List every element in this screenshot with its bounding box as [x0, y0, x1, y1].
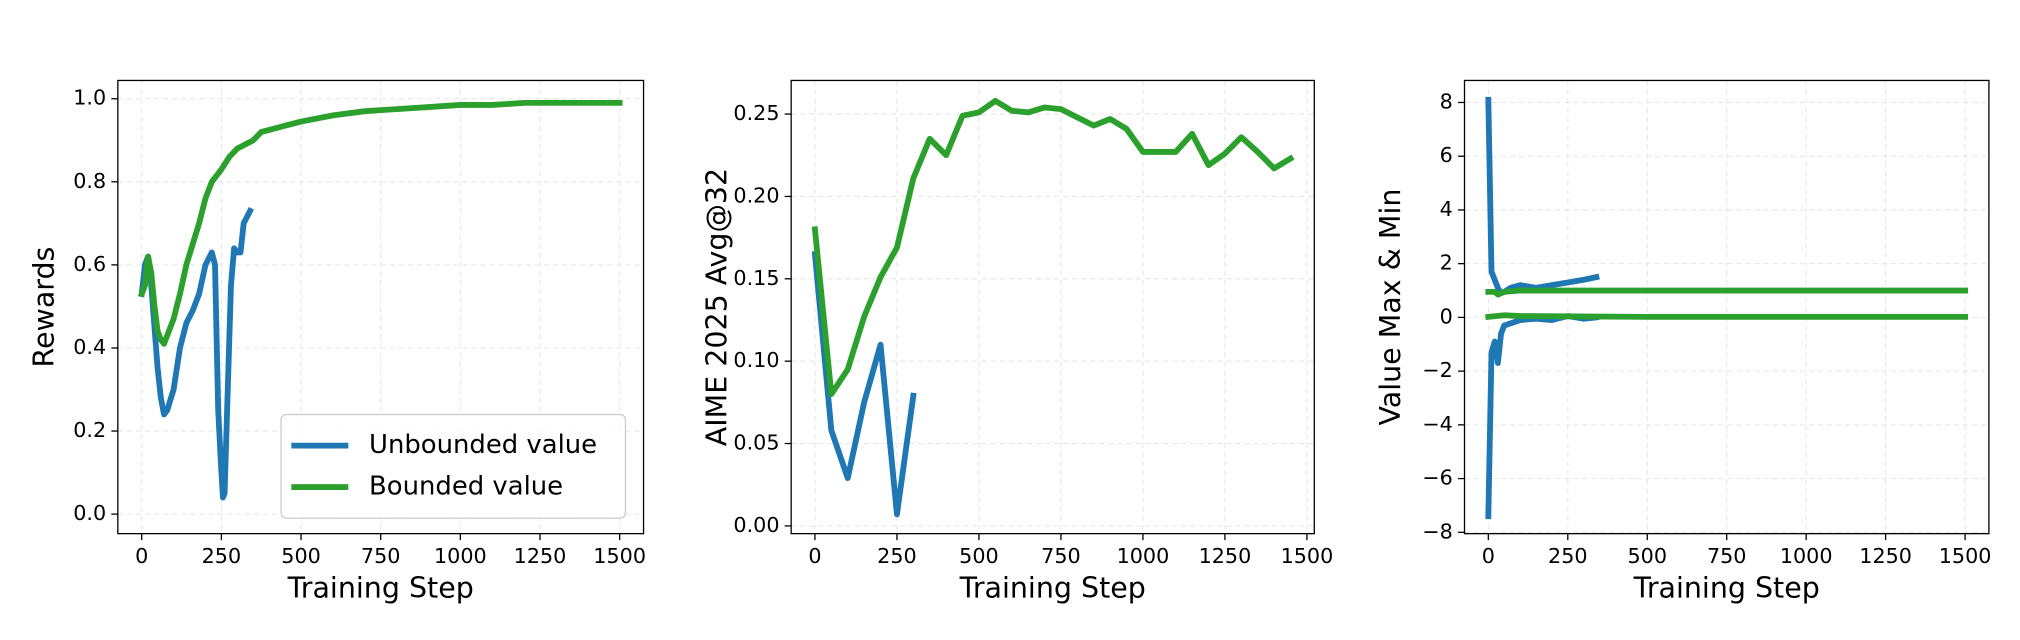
series-line	[137, 99, 623, 347]
x-tick-label: 1000	[434, 544, 487, 568]
y-axis-label: Value Max & Min	[1374, 189, 1407, 426]
y-tick-label: 0.00	[733, 513, 779, 537]
legend-label: Bounded value	[369, 472, 563, 502]
y-tick-label: 8	[1440, 89, 1453, 113]
y-tick-label: 0.0	[73, 501, 106, 525]
x-tick-label: 1500	[593, 544, 646, 568]
y-tick-label: 0.20	[733, 183, 779, 207]
y-tick-label: 0.6	[73, 252, 106, 276]
x-tick-label: 1250	[1199, 544, 1252, 568]
x-tick-label: 750	[1707, 544, 1747, 568]
x-tick-label: 500	[281, 544, 321, 568]
y-tick-label: 0.25	[733, 101, 779, 125]
x-tick-label: 0	[1482, 544, 1495, 568]
y-tick-label: 0.4	[73, 335, 106, 359]
x-tick-label: 1000	[1117, 544, 1170, 568]
series-line	[1485, 287, 1968, 298]
y-tick-label: 1.0	[73, 86, 106, 110]
axes-frame	[790, 79, 1315, 535]
axes-frame	[117, 79, 645, 535]
legend-label: Unbounded value	[369, 430, 597, 460]
x-tick-label: 750	[1041, 544, 1081, 568]
x-tick-label: 750	[361, 544, 401, 568]
y-axis-label: AIME 2025 Avg@32	[701, 168, 734, 446]
series-line	[1485, 313, 1600, 520]
x-tick-label: 1250	[1859, 544, 1912, 568]
y-tick-label: 2	[1440, 251, 1453, 275]
x-tick-label: 250	[877, 544, 917, 568]
x-axis-label: Training Step	[287, 571, 474, 604]
y-tick-label: 0.15	[733, 266, 779, 290]
x-axis-label: Training Step	[959, 571, 1146, 604]
y-tick-label: −2	[1422, 358, 1453, 382]
y-axis-label: Rewards	[27, 247, 60, 368]
x-tick-label: 0	[135, 544, 148, 568]
series-line	[1485, 312, 1968, 321]
y-tick-label: 0.05	[733, 431, 779, 455]
y-tick-label: 4	[1440, 197, 1453, 221]
y-tick-label: −6	[1422, 466, 1453, 490]
x-tick-label: 500	[959, 544, 999, 568]
legend-box	[280, 413, 627, 519]
x-tick-label: 500	[1627, 544, 1667, 568]
x-tick-label: 1500	[1281, 544, 1334, 568]
y-tick-label: 6	[1440, 143, 1453, 167]
series-line	[811, 250, 917, 518]
x-tick-label: 1500	[1939, 544, 1992, 568]
series-line	[138, 206, 254, 501]
axes-frame	[1463, 79, 1990, 535]
y-tick-label: 0.2	[73, 418, 106, 442]
x-tick-label: 1000	[1780, 544, 1833, 568]
series-line	[1485, 96, 1600, 297]
y-tick-label: −4	[1422, 412, 1453, 436]
x-tick-label: 0	[808, 544, 821, 568]
x-axis-label: Training Step	[1633, 571, 1820, 604]
y-tick-label: −8	[1422, 519, 1453, 543]
x-tick-label: 250	[1548, 544, 1588, 568]
x-tick-label: 1250	[514, 544, 567, 568]
x-tick-label: 250	[202, 544, 242, 568]
y-tick-label: 0.10	[733, 348, 779, 372]
y-tick-label: 0.8	[73, 169, 106, 193]
y-tick-label: 0	[1440, 304, 1453, 328]
series-line	[811, 97, 1295, 398]
